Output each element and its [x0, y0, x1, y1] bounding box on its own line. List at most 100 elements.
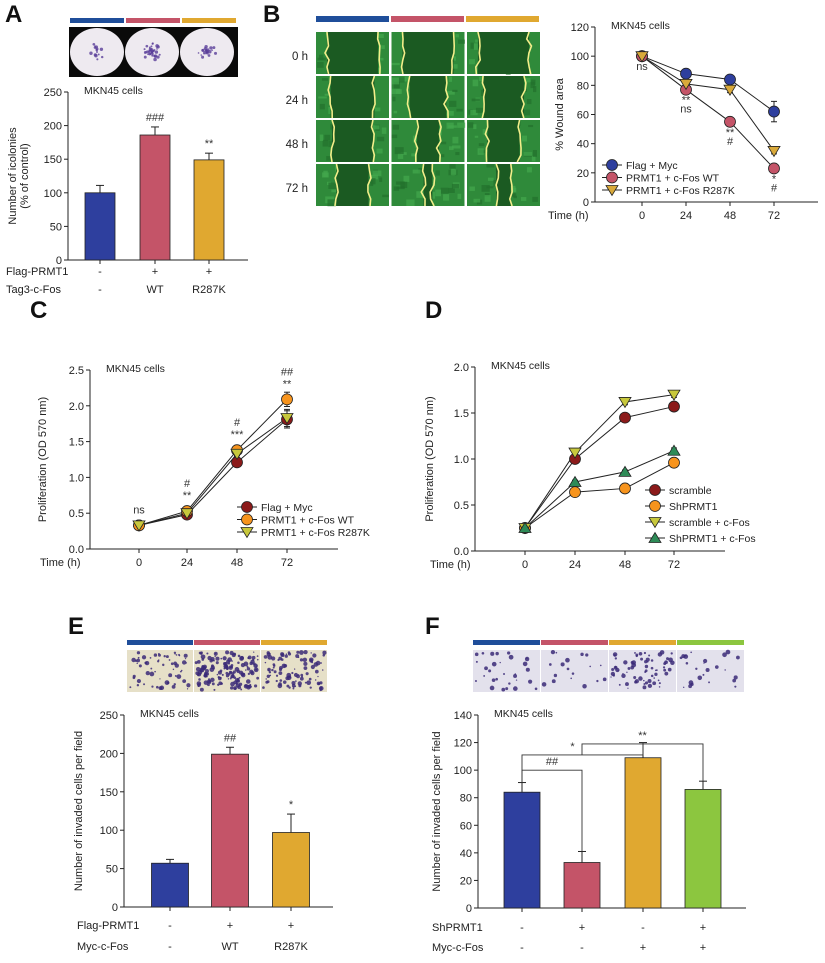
legend: scramble ShPRMT1 scramble + c-Fos ShPRMT1 +… [645, 484, 756, 545]
data-point [667, 389, 681, 401]
bar [272, 832, 310, 908]
series-line [138, 419, 288, 526]
chart-subtitle: MKN45 cells [84, 85, 143, 97]
legend-label: scramble + c-Fos [669, 517, 750, 529]
invasion-image [677, 650, 744, 692]
data-point [635, 51, 649, 63]
wound-edge-line [400, 31, 406, 75]
legend-marker [606, 171, 618, 184]
x-axis-label: Time (h) [548, 210, 589, 222]
condition-label: Myc-c-Fos [77, 941, 129, 953]
condition-value: R287K [274, 941, 308, 953]
data-point [618, 465, 632, 477]
group-color-bar [677, 640, 744, 645]
legend-label: PRMT1 + c-Fos WT [261, 515, 355, 527]
bar [563, 862, 601, 909]
x-axis-label: Time (h) [430, 559, 471, 571]
condition-label: ShPRMT1 [432, 922, 483, 934]
x-tick-label: 0 [639, 210, 645, 222]
y-tick-label: 0.5 [454, 500, 469, 512]
y-axis-label: % Wound area [554, 77, 566, 150]
wound-edge-line [334, 163, 339, 207]
wound-edge-line [413, 119, 420, 163]
x-tick-label: 72 [668, 559, 680, 571]
y-tick-label: 0 [466, 903, 472, 915]
y-tick-label: 0 [56, 255, 62, 267]
condition-label: Flag-PRMT1 [77, 920, 139, 932]
legend-marker [649, 500, 661, 512]
condition-value: - [580, 942, 584, 954]
significance-label: ns [680, 104, 692, 116]
y-tick-label: 1.0 [454, 454, 469, 466]
series-line [138, 417, 288, 526]
legend-label: Flag + Myc [626, 160, 678, 172]
legend-marker [648, 517, 662, 529]
group-color-bar [194, 640, 260, 645]
x-tick-label: 48 [724, 210, 736, 222]
condition-value: WT [146, 284, 163, 296]
condition-label: Tag3-c-Fos [6, 284, 62, 296]
bar [684, 789, 722, 909]
x-tick-label: 24 [680, 210, 692, 222]
data-point [281, 393, 293, 406]
y-axis-label: Number of icolonies [7, 127, 19, 225]
condition-value: + [640, 942, 646, 954]
chart-panel-d: 0.0 0.5 1.0 1.5 2.0 MKN45 cells Proliferation … [424, 360, 756, 571]
wound-edge-line [406, 75, 412, 119]
wound-edge-line [495, 163, 500, 207]
data-point [723, 84, 737, 96]
significance-label: ** [183, 490, 192, 502]
chart-subtitle: MKN45 cells [611, 20, 670, 32]
significance-label: ** [205, 138, 214, 150]
wound-edge-line [508, 163, 513, 207]
wound-edge-line [481, 75, 486, 119]
condition-value: WT [221, 941, 238, 953]
significance-bracket [581, 743, 704, 782]
significance-label: * [570, 741, 575, 753]
y-tick-label: 120 [571, 22, 589, 34]
series-line [641, 55, 775, 152]
time-row-label: 72 h [286, 183, 308, 195]
data-point [180, 508, 194, 520]
legend-marker [649, 484, 661, 496]
data-point [680, 67, 692, 80]
condition-value: + [227, 920, 233, 932]
series-line [524, 406, 675, 529]
bar [139, 134, 171, 261]
x-tick-label: 48 [231, 557, 243, 569]
significance-label: ns [133, 504, 145, 516]
data-point [619, 411, 631, 424]
y-tick-label: 150 [100, 787, 118, 799]
time-row-label: 24 h [286, 95, 308, 107]
data-point [668, 456, 680, 469]
condition-value: + [206, 266, 212, 278]
series-line [641, 55, 775, 112]
condition-label: Flag-PRMT1 [6, 266, 68, 278]
bar [503, 791, 541, 909]
y-tick-label: 250 [44, 87, 62, 99]
data-point [518, 521, 532, 533]
data-point [767, 146, 781, 158]
wound-edge-line [429, 163, 436, 207]
group-color-bars-E [127, 640, 327, 645]
panel-label-d: D [425, 297, 442, 324]
wound-edge-line [370, 119, 376, 163]
bar [151, 862, 189, 908]
legend-marker [648, 531, 662, 543]
significance-label: # [727, 136, 734, 148]
chart-subtitle: MKN45 cells [106, 363, 165, 375]
y-axis-label: Proliferation (OD 570 nm) [424, 396, 436, 521]
chart-panel-a: 0 50 100 150 200 250 MKN45 cells Number of icol… [6, 85, 248, 296]
y-tick-label: 60 [577, 110, 589, 122]
condition-value: + [579, 922, 585, 934]
data-point [569, 486, 581, 499]
panel-label-b: B [263, 1, 280, 28]
data-point [568, 447, 582, 459]
legend-label: ShPRMT1 + c-Fos [669, 533, 756, 545]
y-tick-label: 120 [454, 738, 472, 750]
legend-marker [241, 501, 253, 513]
chart-subtitle: MKN45 cells [491, 360, 550, 372]
series-line [524, 394, 675, 529]
significance-label: *** [231, 429, 245, 441]
condition-value: - [641, 922, 645, 934]
